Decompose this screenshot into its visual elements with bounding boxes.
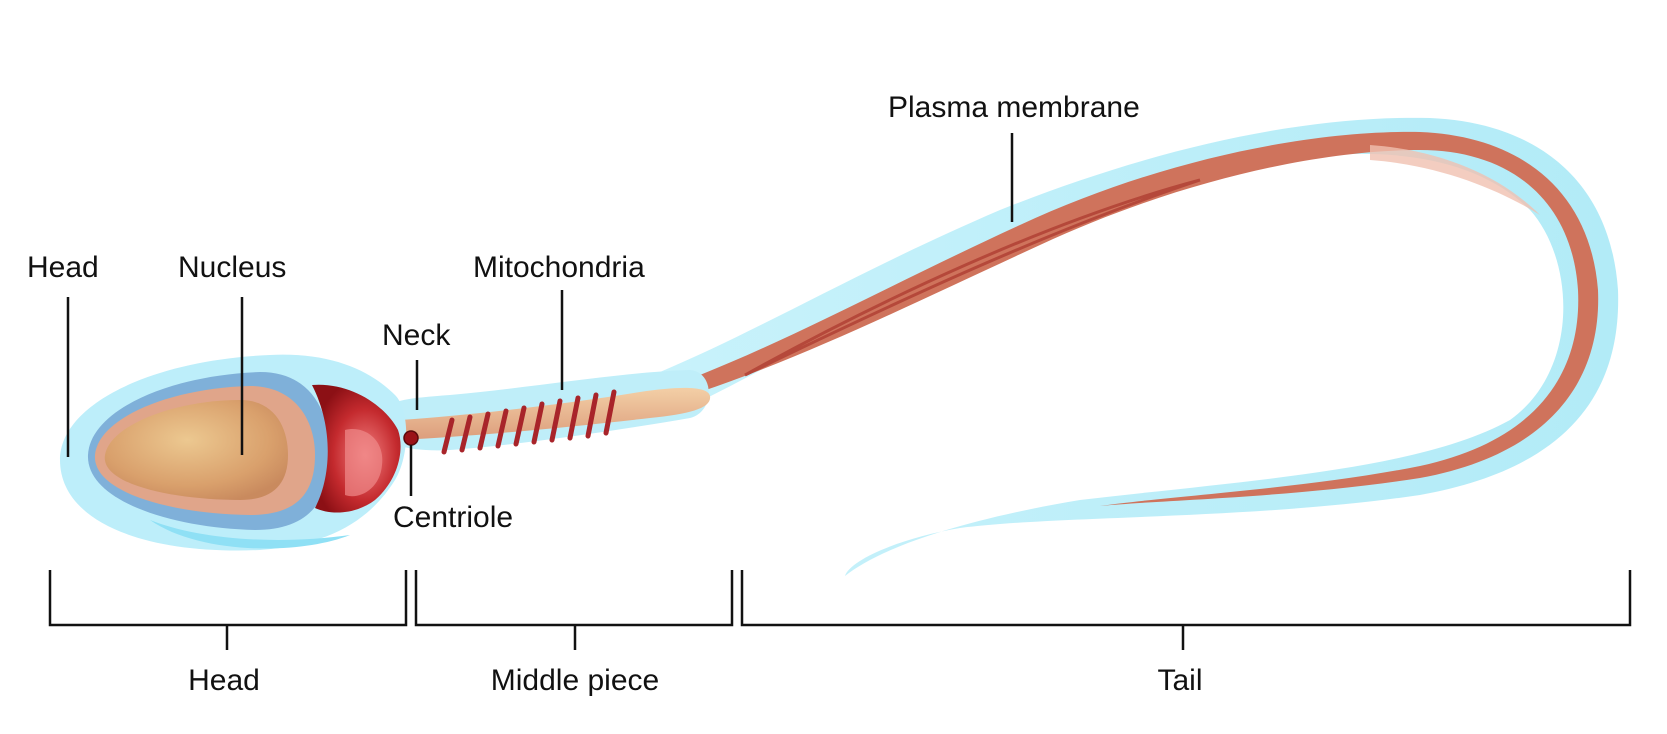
section-head-label: Head	[188, 664, 260, 697]
tail-inner-line	[744, 178, 1201, 377]
middle-piece-brace	[414, 570, 734, 650]
neck-label: Neck	[382, 319, 451, 352]
head-brace	[48, 570, 408, 650]
tail-flagellum	[700, 131, 1599, 506]
neck-highlight	[345, 429, 383, 497]
nucleus-label: Nucleus	[178, 251, 286, 284]
head-membrane-lower	[150, 520, 350, 549]
tail-highlight	[1370, 145, 1540, 215]
mitochondria-coil	[441, 389, 617, 455]
section-tail-label: Tail	[1157, 664, 1202, 697]
centriole-dot	[403, 430, 419, 446]
centriole-label: Centriole	[393, 501, 513, 534]
tail-brace	[740, 570, 1632, 650]
section-middle-piece-label: Middle piece	[491, 664, 659, 697]
head-top-label: Head	[27, 251, 99, 284]
mitochondria-label: Mitochondria	[473, 251, 645, 284]
plasma-membrane-label: Plasma membrane	[888, 91, 1140, 124]
